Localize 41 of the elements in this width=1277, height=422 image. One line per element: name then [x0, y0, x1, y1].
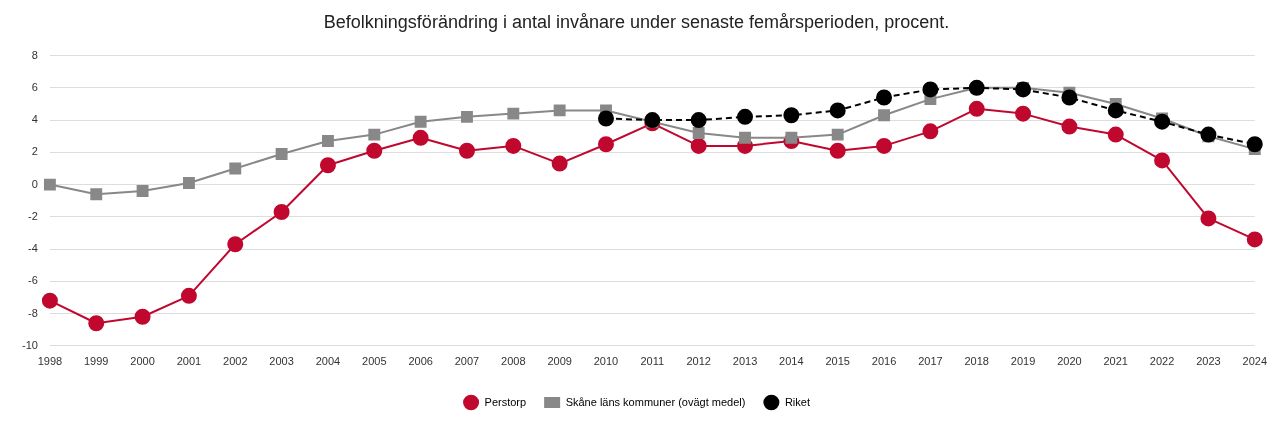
x-tick-label: 2019	[1010, 355, 1036, 368]
x-tick-label: 2013	[732, 355, 758, 368]
x-tick-label: 2011	[640, 355, 665, 368]
y-tick-label: -6	[28, 274, 38, 287]
x-tick-label: 2022	[1149, 355, 1175, 368]
x-tick-label: 2021	[1103, 355, 1128, 368]
y-tick-label: 4	[31, 113, 38, 126]
legend-label: Perstorp	[484, 395, 527, 408]
x-tick-label: 2010	[593, 355, 619, 368]
x-tick-label: 2004	[315, 355, 341, 368]
y-tick-label: -2	[28, 209, 38, 222]
x-tick-label: 2006	[408, 355, 433, 368]
x-tick-label: 2014	[779, 355, 804, 368]
x-tick-label: 2009	[547, 355, 572, 368]
y-tick-label: 6	[31, 80, 38, 93]
x-tick-label: 2015	[825, 355, 850, 368]
legend-label: Riket	[784, 395, 810, 408]
x-tick-label: 2012	[686, 355, 711, 368]
y-tick-label: 2	[31, 145, 38, 158]
x-tick-label: 1998	[37, 355, 63, 368]
x-tick-label: 2020	[1057, 355, 1082, 368]
x-tick-label: 2005	[362, 355, 387, 368]
legend-label: Skåne läns kommuner (ovägt medel)	[565, 395, 746, 408]
x-tick-label: 1999	[84, 355, 109, 368]
y-tick-label: 0	[31, 177, 38, 190]
y-tick-label: -4	[28, 242, 38, 255]
x-tick-label: 2007	[454, 355, 480, 368]
x-tick-label: 2024	[1242, 355, 1268, 368]
x-tick-label: 2001	[176, 355, 202, 368]
y-tick-label: -10	[21, 338, 38, 351]
x-tick-label: 2002	[223, 355, 248, 368]
x-tick-label: 2016	[871, 355, 897, 368]
y-tick-label: 8	[31, 48, 38, 61]
x-tick-label: 2018	[964, 355, 989, 368]
chart-title: Befolkningsförändring i antal invånare under senaste femårsperioden, procent.	[323, 11, 950, 32]
x-tick-label: 2003	[269, 355, 294, 368]
x-tick-label: 2008	[501, 355, 526, 368]
x-tick-label: 2000	[130, 355, 155, 368]
x-tick-label: 2017	[918, 355, 943, 368]
y-tick-label: -8	[28, 306, 38, 319]
x-tick-label: 2023	[1196, 355, 1221, 368]
